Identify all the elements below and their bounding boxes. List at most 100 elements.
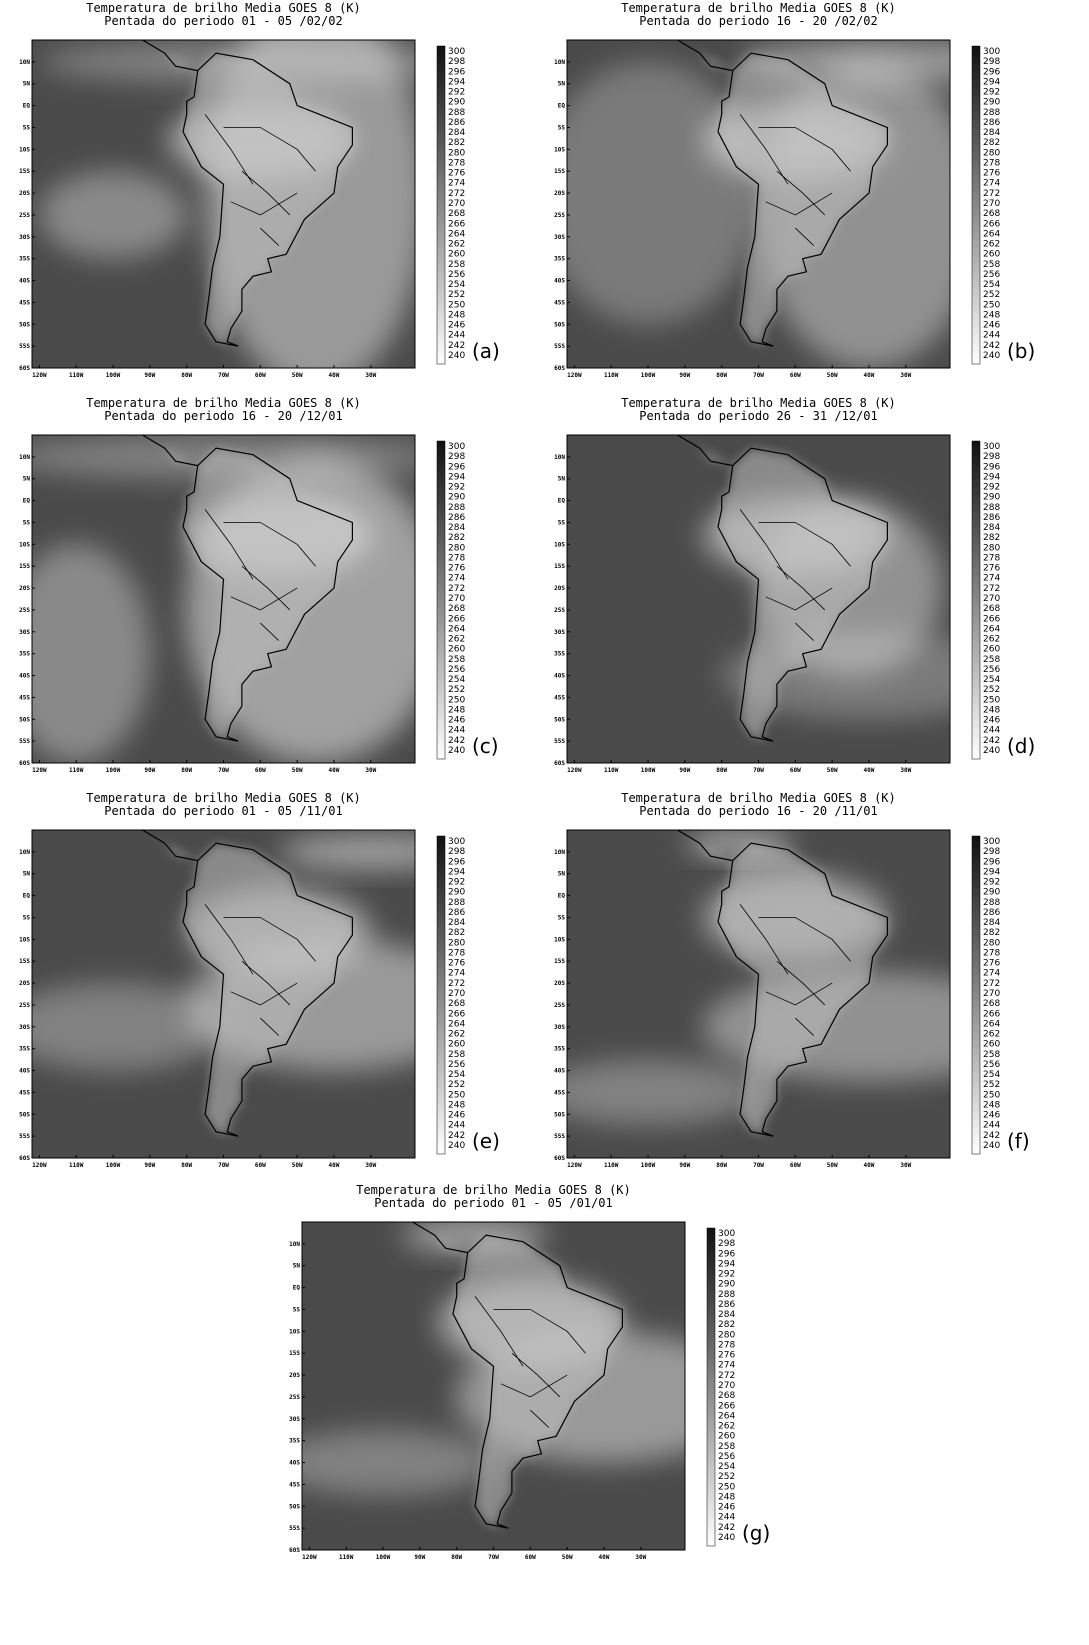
colorbar-label: 296 xyxy=(448,462,465,472)
colorbar-label: 296 xyxy=(983,67,1000,77)
colorbar-label: 272 xyxy=(983,979,1000,989)
colorbar-label: 256 xyxy=(448,665,465,675)
colorbar-label: 288 xyxy=(448,898,465,908)
lat-label: 50S xyxy=(19,1111,30,1118)
colorbar-label: 298 xyxy=(448,452,465,462)
colorbar-label: 300 xyxy=(448,442,465,452)
colorbar-label: 286 xyxy=(448,513,465,523)
lat-label: 5N xyxy=(23,476,31,483)
lon-label: 50W xyxy=(292,1162,303,1169)
colorbar-label: 268 xyxy=(448,604,465,614)
colorbar-label: 254 xyxy=(448,1070,465,1080)
colorbar-label: 248 xyxy=(983,310,1000,320)
colorbar-label: 266 xyxy=(448,219,465,229)
border xyxy=(260,227,280,246)
lon-label: 80W xyxy=(181,372,192,379)
lat-label: EQ xyxy=(23,103,31,110)
colorbar-label: 270 xyxy=(448,594,465,604)
lon-label: 70W xyxy=(218,372,229,379)
lat-label: 20S xyxy=(554,585,565,592)
colorbar-label: 240 xyxy=(983,351,1000,361)
colorbar-label: 254 xyxy=(448,675,465,685)
lon-label: 90W xyxy=(679,767,690,774)
lat-label: 5S xyxy=(558,519,566,526)
coastline xyxy=(677,40,888,347)
colorbar-label: 284 xyxy=(448,523,465,533)
border xyxy=(758,522,851,567)
coastline xyxy=(142,435,353,742)
continent-fill xyxy=(677,40,888,347)
colorbar-label: 288 xyxy=(448,108,465,118)
colorbar-label: 240 xyxy=(718,1533,735,1543)
lat-label: 15S xyxy=(19,563,30,570)
colorbar-label: 282 xyxy=(448,138,465,148)
lat-label: 25S xyxy=(554,212,565,219)
lon-label: 80W xyxy=(716,372,727,379)
panel-subtitle: Pentada do periodo 01 - 05 /01/01 xyxy=(374,1196,612,1210)
panel: Temperatura de brilho Media GOES 8 (K)Pe… xyxy=(554,791,1030,1169)
colorbar-label: 272 xyxy=(448,584,465,594)
colorbar-label: 290 xyxy=(448,888,465,898)
map xyxy=(32,40,415,368)
lat-label: 30S xyxy=(19,1024,30,1031)
lon-label: 80W xyxy=(716,1162,727,1169)
lat-label: 35S xyxy=(19,1046,30,1053)
lon-label: 30W xyxy=(635,1554,646,1561)
lon-label: 80W xyxy=(181,1162,192,1169)
lat-label: 60S xyxy=(554,365,565,372)
colorbar-label: 300 xyxy=(983,837,1000,847)
colorbar-label: 262 xyxy=(983,1030,1000,1040)
colorbar-label: 248 xyxy=(448,705,465,715)
colorbar-label: 240 xyxy=(448,746,465,756)
colorbar-label: 270 xyxy=(448,199,465,209)
colorbar-label: 250 xyxy=(448,695,465,705)
cloud xyxy=(39,170,188,259)
coastline xyxy=(142,40,353,347)
lat-label: 25S xyxy=(554,1002,565,1009)
colorbar-label: 260 xyxy=(448,1040,465,1050)
map xyxy=(567,40,950,368)
colorbar-label: 276 xyxy=(718,1351,735,1361)
colorbar-label: 246 xyxy=(983,716,1000,726)
colorbar-label: 248 xyxy=(718,1492,735,1502)
colorbar-label: 292 xyxy=(448,483,465,493)
colorbar-label: 248 xyxy=(448,310,465,320)
colorbar-label: 252 xyxy=(448,1080,465,1090)
lat-label: EQ xyxy=(23,893,31,900)
colorbar-label: 272 xyxy=(983,189,1000,199)
lon-label: 50W xyxy=(292,767,303,774)
colorbar-label: 290 xyxy=(448,98,465,108)
colorbar-label: 282 xyxy=(983,928,1000,938)
lon-label: 100W xyxy=(106,1162,121,1169)
colorbar-label: 266 xyxy=(448,1009,465,1019)
lat-label: 10N xyxy=(554,59,565,66)
lat-label: 25S xyxy=(289,1394,300,1401)
lon-label: 100W xyxy=(376,1554,391,1561)
continent-fill xyxy=(677,435,888,742)
panel-title: Temperatura de brilho Media GOES 8 (K) xyxy=(621,396,896,410)
lat-label: 55S xyxy=(554,1133,565,1140)
colorbar-label: 262 xyxy=(448,1030,465,1040)
colorbar-label: 296 xyxy=(448,857,465,867)
lat-label: 25S xyxy=(19,1002,30,1009)
colorbar-label: 276 xyxy=(448,959,465,969)
continent-fill xyxy=(142,830,353,1137)
colorbar-label: 300 xyxy=(448,47,465,57)
map xyxy=(32,830,415,1158)
panel-title: Temperatura de brilho Media GOES 8 (K) xyxy=(621,1,896,15)
continent-fill xyxy=(142,40,353,347)
colorbar-label: 260 xyxy=(448,250,465,260)
colorbar-label: 278 xyxy=(983,553,1000,563)
colorbar-label: 250 xyxy=(718,1482,735,1492)
colorbar-label: 290 xyxy=(983,493,1000,503)
colorbar-label: 246 xyxy=(983,1111,1000,1121)
border xyxy=(230,587,298,611)
colorbar-label: 254 xyxy=(718,1462,735,1472)
colorbar-label: 250 xyxy=(448,300,465,310)
colorbar-label: 274 xyxy=(448,179,465,189)
colorbar-label: 290 xyxy=(448,493,465,503)
lat-label: 10S xyxy=(19,541,30,548)
colorbar-label: 258 xyxy=(718,1442,735,1452)
border xyxy=(739,509,789,580)
colorbar-label: 244 xyxy=(448,331,465,341)
